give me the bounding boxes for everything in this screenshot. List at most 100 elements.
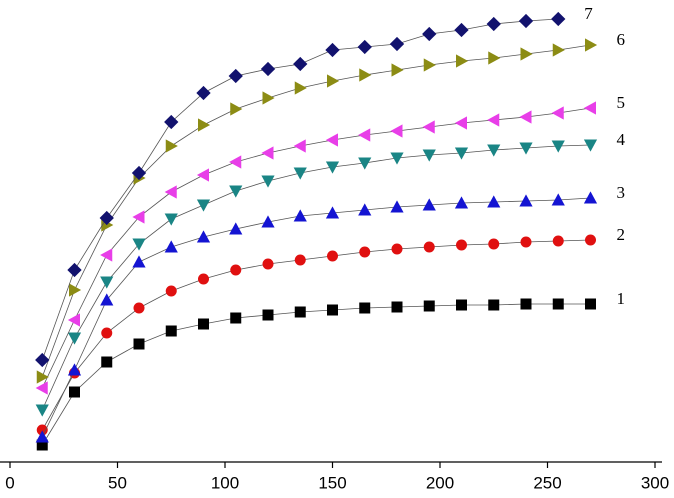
marker	[391, 301, 403, 313]
marker	[583, 191, 598, 204]
marker	[293, 209, 307, 222]
marker	[487, 195, 501, 208]
marker	[294, 254, 306, 266]
marker	[583, 101, 596, 115]
marker	[230, 102, 243, 116]
marker	[456, 54, 469, 68]
marker	[36, 424, 48, 436]
marker	[294, 81, 307, 95]
marker	[100, 293, 114, 306]
marker	[293, 56, 308, 72]
marker	[422, 198, 436, 211]
x-tick-label: 100	[211, 473, 239, 492]
series-label: 2	[617, 225, 626, 244]
marker	[551, 106, 564, 120]
marker	[327, 304, 338, 316]
marker	[164, 114, 179, 130]
marker	[196, 168, 209, 182]
marker	[198, 118, 211, 132]
marker	[325, 42, 340, 58]
marker	[391, 243, 403, 255]
marker	[487, 113, 500, 127]
marker	[422, 149, 436, 162]
marker	[35, 430, 49, 443]
marker	[35, 404, 49, 417]
series-label: 1	[617, 289, 626, 308]
x-tick-label: 300	[641, 473, 669, 492]
marker	[293, 167, 307, 180]
marker	[101, 356, 113, 368]
marker	[422, 120, 435, 134]
marker	[294, 306, 306, 318]
marker	[487, 144, 501, 157]
marker	[230, 264, 242, 276]
marker	[454, 196, 469, 209]
marker	[36, 370, 49, 384]
marker	[229, 222, 243, 235]
marker	[358, 128, 371, 142]
marker	[552, 235, 564, 247]
marker	[133, 302, 145, 314]
marker	[423, 58, 436, 72]
series-label: 5	[617, 93, 626, 112]
series-line	[41, 239, 591, 431]
marker	[262, 258, 274, 270]
marker	[325, 133, 338, 147]
marker	[423, 300, 435, 312]
marker	[358, 157, 372, 170]
marker	[583, 139, 598, 152]
marker	[325, 206, 340, 219]
marker	[132, 210, 145, 224]
marker	[358, 203, 372, 216]
marker	[35, 381, 48, 395]
marker	[390, 152, 404, 165]
marker	[69, 283, 82, 297]
marker	[35, 352, 50, 368]
series-line	[41, 44, 591, 378]
series-line	[41, 197, 591, 438]
marker	[261, 146, 274, 160]
marker	[585, 234, 596, 246]
marker	[488, 238, 500, 250]
marker	[67, 363, 82, 376]
marker	[391, 63, 404, 77]
marker	[519, 110, 532, 124]
marker	[518, 13, 534, 29]
marker	[230, 312, 242, 324]
marker	[99, 210, 114, 226]
marker	[196, 85, 211, 101]
marker	[488, 299, 500, 311]
marker	[585, 38, 598, 52]
marker	[69, 386, 80, 398]
series-line	[41, 303, 591, 446]
marker	[100, 276, 114, 289]
marker	[198, 318, 209, 330]
x-tick-label: 200	[426, 473, 454, 492]
marker	[551, 11, 566, 27]
marker	[519, 194, 533, 207]
marker	[164, 213, 178, 226]
marker	[260, 61, 276, 77]
x-tick-label: 150	[318, 473, 346, 492]
marker	[229, 185, 243, 198]
marker	[454, 116, 467, 130]
series-line	[41, 107, 591, 389]
marker	[551, 193, 565, 206]
marker	[552, 43, 565, 57]
series-label: 6	[617, 30, 626, 49]
marker	[228, 68, 243, 84]
marker	[359, 246, 371, 258]
marker	[486, 16, 501, 32]
series-label: 7	[584, 4, 593, 23]
marker	[165, 325, 177, 337]
marker	[390, 200, 404, 213]
marker	[423, 241, 435, 253]
marker	[131, 165, 147, 181]
marker	[520, 47, 533, 61]
marker	[552, 298, 564, 310]
marker	[100, 248, 113, 262]
marker	[67, 313, 80, 327]
marker	[454, 22, 469, 38]
series-label: 4	[617, 130, 626, 149]
marker	[357, 39, 372, 55]
